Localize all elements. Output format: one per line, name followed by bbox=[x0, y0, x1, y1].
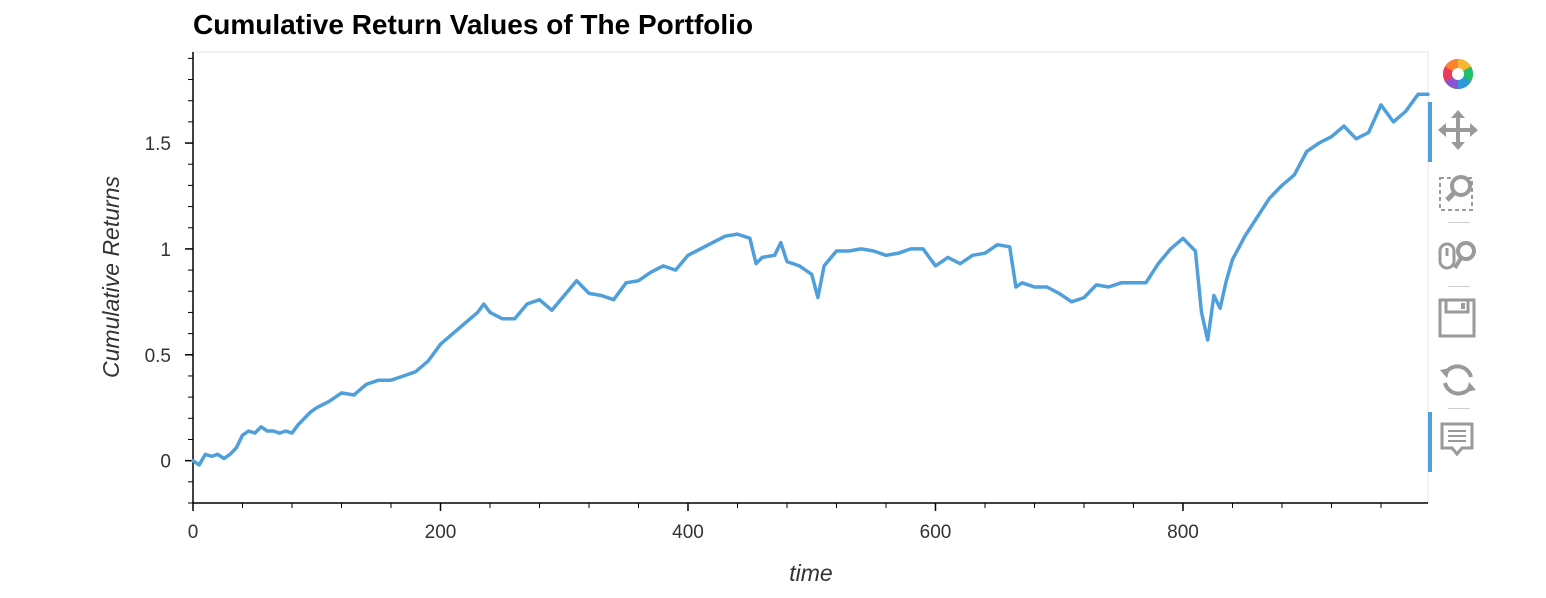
series-layer bbox=[191, 92, 1430, 467]
chart-title: Cumulative Return Values of The Portfoli… bbox=[193, 9, 753, 40]
y-tick-label: 1 bbox=[160, 240, 171, 261]
bokeh-logo[interactable] bbox=[1428, 50, 1488, 98]
pan-tool[interactable] bbox=[1428, 102, 1488, 162]
series-line bbox=[191, 92, 1430, 467]
hover-tool[interactable] bbox=[1428, 412, 1488, 472]
wheel-zoom-icon bbox=[1438, 241, 1476, 270]
wheel-zoom-tool[interactable] bbox=[1428, 232, 1488, 280]
box-zoom-icon bbox=[1439, 175, 1473, 211]
x-tick-label: 200 bbox=[425, 522, 457, 543]
y-tick-label: 1.5 bbox=[145, 134, 171, 155]
chart-toolbar bbox=[1428, 50, 1488, 480]
pan-icon bbox=[1438, 110, 1478, 150]
toolbar-separator bbox=[1448, 286, 1470, 287]
y-axis-label: Cumulative Returns bbox=[98, 176, 124, 378]
x-tick-label: 0 bbox=[188, 522, 199, 543]
box-zoom-tool[interactable] bbox=[1428, 168, 1488, 216]
y-axis: 0 0.5 1 1.5 bbox=[145, 52, 194, 504]
save-icon bbox=[1438, 298, 1476, 338]
y-tick-label: 0 bbox=[160, 452, 171, 473]
toolbar-separator bbox=[1448, 222, 1470, 223]
toolbar-separator bbox=[1448, 408, 1470, 409]
x-tick-label: 400 bbox=[672, 522, 704, 543]
bokeh-logo-icon bbox=[1442, 58, 1474, 89]
hover-tooltip-icon bbox=[1440, 422, 1474, 457]
x-tick-label: 600 bbox=[920, 522, 952, 543]
x-axis-label: time bbox=[789, 560, 832, 586]
y-tick-label: 0.5 bbox=[145, 346, 171, 367]
reset-tool[interactable] bbox=[1428, 356, 1488, 404]
x-tick-label: 800 bbox=[1167, 522, 1199, 543]
save-tool[interactable] bbox=[1428, 294, 1488, 342]
x-axis: 0 200 400 600 800 bbox=[188, 502, 1428, 543]
plot-frame bbox=[192, 51, 1429, 504]
reset-icon bbox=[1440, 364, 1476, 396]
